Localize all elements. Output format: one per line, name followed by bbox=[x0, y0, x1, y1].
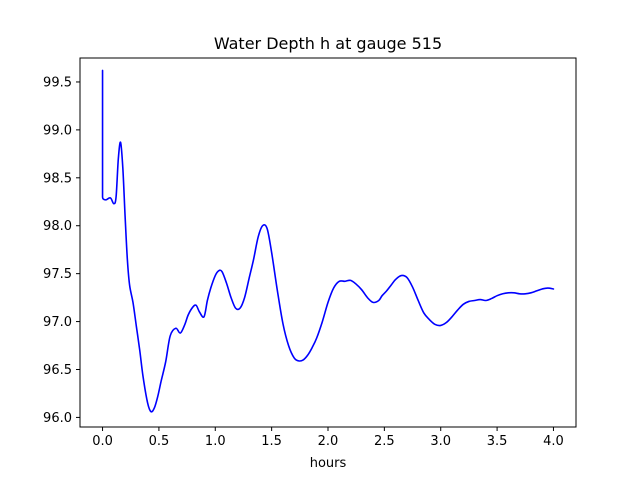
y-tick-label: 97.5 bbox=[43, 267, 72, 282]
series-line bbox=[101, 69, 555, 413]
chart-title: Water Depth h at gauge 515 bbox=[214, 34, 442, 53]
x-tick-label: 3.0 bbox=[430, 434, 451, 449]
x-axis-label: hours bbox=[310, 456, 347, 471]
y-tick-label: 96.0 bbox=[43, 411, 72, 426]
y-axis: 96.0 96.5 97.0 97.5 98.0 98.5 99.0 99.5 bbox=[43, 75, 80, 426]
y-tick-label: 99.5 bbox=[43, 75, 72, 90]
y-tick-label: 98.5 bbox=[43, 171, 72, 186]
x-tick-label: 2.0 bbox=[318, 434, 339, 449]
x-axis: 0.0 0.5 1.0 1.5 2.0 2.5 3.0 3.5 4.0 bbox=[92, 427, 564, 449]
plot-area bbox=[101, 69, 555, 413]
x-tick-label: 0.5 bbox=[149, 434, 170, 449]
x-tick-label: 0.0 bbox=[92, 434, 113, 449]
x-tick-label: 3.5 bbox=[487, 434, 508, 449]
x-tick-label: 4.0 bbox=[543, 434, 564, 449]
x-tick-label: 1.0 bbox=[205, 434, 226, 449]
x-tick-label: 2.5 bbox=[374, 434, 395, 449]
plot-frame bbox=[79, 57, 577, 428]
y-tick-label: 97.0 bbox=[43, 315, 72, 330]
y-tick-label: 96.5 bbox=[43, 363, 72, 378]
y-tick-label: 98.0 bbox=[43, 219, 72, 234]
x-tick-label: 1.5 bbox=[261, 434, 282, 449]
y-tick-label: 99.0 bbox=[43, 123, 72, 138]
